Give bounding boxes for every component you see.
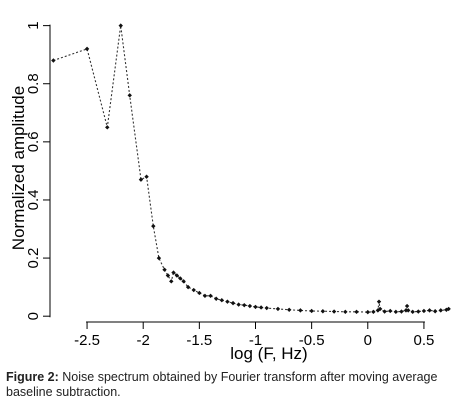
- data-point: [156, 255, 162, 261]
- data-point: [242, 302, 247, 308]
- data-point: [118, 23, 123, 28]
- data-point: [399, 309, 404, 314]
- data-point: [438, 308, 443, 313]
- data-point: [264, 305, 269, 311]
- data-point: [169, 279, 174, 284]
- data-point: [51, 58, 56, 63]
- data-point: [247, 303, 253, 309]
- data-point: [376, 299, 382, 304]
- x-axis-title: log (F, Hz): [230, 344, 307, 363]
- data-point: [230, 300, 236, 306]
- y-tick-label: 0.6: [25, 131, 42, 152]
- data-point: [416, 309, 421, 314]
- data-point: [197, 290, 202, 296]
- y-tick-label: 0: [25, 312, 42, 320]
- data-point: [410, 309, 415, 315]
- series-line: [53, 25, 449, 313]
- data-point: [446, 306, 451, 312]
- data-point: [84, 46, 90, 52]
- data-point: [309, 308, 314, 314]
- data-point: [365, 309, 370, 315]
- y-tick-label: 0.4: [25, 190, 42, 211]
- data-point: [225, 299, 230, 304]
- y-tick-label: 0.2: [25, 248, 42, 269]
- data-point: [331, 309, 337, 314]
- data-point: [208, 293, 213, 299]
- caption-text: Noise spectrum obtained by Fourier trans…: [6, 370, 438, 399]
- data-point: [144, 174, 149, 179]
- data-point: [406, 308, 411, 313]
- data-point: [253, 304, 258, 310]
- data-point: [162, 267, 167, 272]
- data-series: [51, 23, 451, 315]
- data-point: [388, 308, 393, 314]
- x-tick-label: 0.5: [413, 332, 434, 349]
- data-point: [432, 309, 438, 314]
- data-point: [427, 308, 432, 313]
- y-tick-label: 0.8: [25, 73, 42, 94]
- chart-axes: -2.5 -2 -1.5 -1 -0.5 0 0.5 0 0.2 0.4 0.6 0.8 1: [25, 21, 434, 349]
- chart-plot-area: -2.5 -2 -1.5 -1 -0.5 0 0.5 0 0.2 0.4 0.6 0.8 1 log (…: [9, 21, 451, 363]
- data-point: [404, 303, 410, 309]
- caption-lead: Figure 2:: [6, 370, 59, 384]
- data-point: [320, 309, 326, 314]
- data-point: [371, 309, 376, 315]
- x-tick-label: -1.5: [186, 332, 212, 349]
- x-tick-label: -2.5: [74, 332, 100, 349]
- data-point: [151, 223, 156, 229]
- y-tick-label: 1: [25, 21, 42, 29]
- data-point: [275, 306, 281, 312]
- data-point: [236, 302, 241, 307]
- data-point: [343, 309, 348, 315]
- data-point: [165, 273, 171, 278]
- data-point: [219, 298, 225, 303]
- data-point: [354, 309, 359, 315]
- data-point: [377, 306, 383, 312]
- figure-caption: Figure 2: Noise spectrum obtained by Fou…: [6, 370, 462, 400]
- data-point: [105, 125, 110, 130]
- x-tick-label: -1: [249, 332, 262, 349]
- data-point: [181, 279, 186, 284]
- y-axis-title: Normalized amplitude: [9, 86, 28, 250]
- data-point: [174, 273, 180, 278]
- data-point: [191, 287, 196, 293]
- data-point: [185, 284, 191, 290]
- x-tick-label: -2: [137, 332, 150, 349]
- data-point: [178, 276, 183, 281]
- data-point: [393, 309, 399, 315]
- data-point: [403, 308, 409, 313]
- data-point: [258, 305, 264, 310]
- data-point: [171, 270, 176, 275]
- x-tick-label: -0.5: [299, 332, 325, 349]
- x-tick-label: 0: [364, 332, 372, 349]
- data-point: [202, 293, 208, 299]
- data-point: [127, 93, 132, 98]
- data-point: [138, 177, 144, 182]
- data-point: [298, 308, 303, 313]
- data-point: [382, 309, 387, 314]
- data-point: [286, 307, 292, 312]
- data-point: [421, 308, 427, 314]
- data-point: [213, 296, 219, 301]
